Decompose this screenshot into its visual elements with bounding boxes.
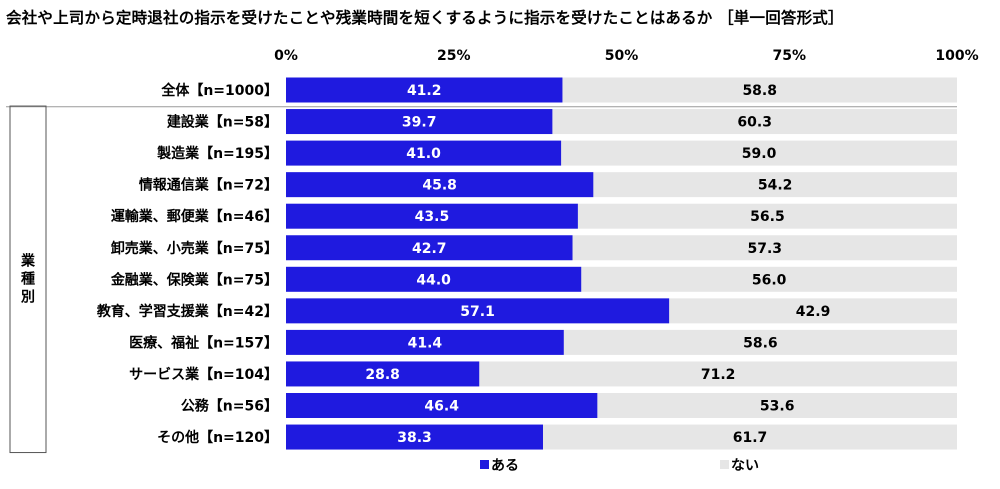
value-label-nai: 60.3 xyxy=(737,115,772,131)
value-label-aru: 44.0 xyxy=(416,272,451,288)
value-label-nai: 53.6 xyxy=(760,399,795,415)
category-label: その他【n=120】 xyxy=(157,429,278,446)
value-label-nai: 56.5 xyxy=(750,209,785,225)
value-label-aru: 38.3 xyxy=(397,430,432,446)
bar-aru xyxy=(286,266,582,292)
x-tick-label: 75% xyxy=(772,48,806,64)
legend-label-nai: ない xyxy=(731,458,759,474)
x-tick-label: 0% xyxy=(274,48,298,64)
value-label-aru: 28.8 xyxy=(365,367,400,383)
category-label: 金融業、保険業【n=75】 xyxy=(110,271,278,288)
category-label: サービス業【n=104】 xyxy=(129,366,278,383)
group-label-char: 種 xyxy=(21,270,35,287)
bar-nai xyxy=(479,361,957,387)
legend-label-aru: ある xyxy=(491,458,519,474)
bar-aru xyxy=(286,203,578,229)
value-label-nai: 42.9 xyxy=(796,304,831,320)
category-label: 運輸業、郵便業【n=46】 xyxy=(111,208,278,225)
value-label-aru: 43.5 xyxy=(415,209,450,225)
bar-nai xyxy=(561,140,957,166)
bar-nai xyxy=(563,329,957,355)
category-label: 卸売業、小売業【n=75】 xyxy=(111,240,278,257)
bar-aru xyxy=(286,298,670,324)
value-label-aru: 57.1 xyxy=(460,304,495,320)
legend-swatch-aru xyxy=(480,460,489,469)
bar-aru xyxy=(286,424,543,450)
bar-nai xyxy=(562,77,957,103)
bar-aru xyxy=(286,329,564,355)
category-label: 情報通信業【n=72】 xyxy=(139,177,278,194)
group-label-char: 業 xyxy=(20,252,36,269)
value-label-aru: 42.7 xyxy=(412,241,447,257)
x-tick-label: 50% xyxy=(605,48,639,64)
bar-nai xyxy=(542,424,957,450)
bar-aru xyxy=(286,393,598,418)
bar-aru xyxy=(286,172,594,198)
value-label-nai: 71.2 xyxy=(701,367,736,383)
value-label-nai: 58.8 xyxy=(742,83,777,99)
value-label-nai: 54.2 xyxy=(758,178,793,194)
group-label-char: 別 xyxy=(20,289,35,305)
category-label: 医療、福祉【n=157】 xyxy=(129,334,278,351)
bar-nai xyxy=(572,235,957,261)
value-label-aru: 45.8 xyxy=(422,178,457,194)
x-tick-label: 100% xyxy=(935,48,978,64)
value-label-nai: 56.0 xyxy=(752,272,787,288)
bar-nai xyxy=(593,172,957,198)
value-label-aru: 46.4 xyxy=(424,399,459,415)
bar-aru xyxy=(286,77,563,103)
bar-aru xyxy=(286,109,553,135)
legend-swatch-nai xyxy=(720,460,729,469)
bar-nai xyxy=(552,109,957,135)
bar-nai xyxy=(577,203,957,229)
value-label-nai: 58.6 xyxy=(743,335,778,351)
category-label: 公務【n=56】 xyxy=(181,398,278,415)
bar-nai xyxy=(597,393,957,418)
category-label: 全体【n=1000】 xyxy=(160,82,278,99)
value-label-aru: 39.7 xyxy=(402,115,437,131)
bar-nai xyxy=(669,298,957,324)
value-label-aru: 41.4 xyxy=(408,335,443,351)
bar-aru xyxy=(286,140,562,166)
x-tick-label: 25% xyxy=(437,48,471,64)
category-label: 建設業【n=58】 xyxy=(167,114,278,131)
value-label-nai: 59.0 xyxy=(742,146,777,162)
group-box xyxy=(9,105,47,454)
value-label-aru: 41.0 xyxy=(406,146,441,162)
category-label: 教育、学習支援業【n=42】 xyxy=(97,303,278,320)
value-label-nai: 61.7 xyxy=(733,430,768,446)
category-label: 製造業【n=195】 xyxy=(156,145,278,162)
bar-nai xyxy=(581,266,957,292)
bar-aru xyxy=(286,235,573,261)
bar-aru xyxy=(286,361,480,387)
value-label-nai: 57.3 xyxy=(747,241,782,257)
chart-title: 会社や上司から定時退社の指示を受けたことや残業時間を短くするように指示を受けたこ… xyxy=(6,9,844,27)
value-label-aru: 41.2 xyxy=(407,83,442,99)
